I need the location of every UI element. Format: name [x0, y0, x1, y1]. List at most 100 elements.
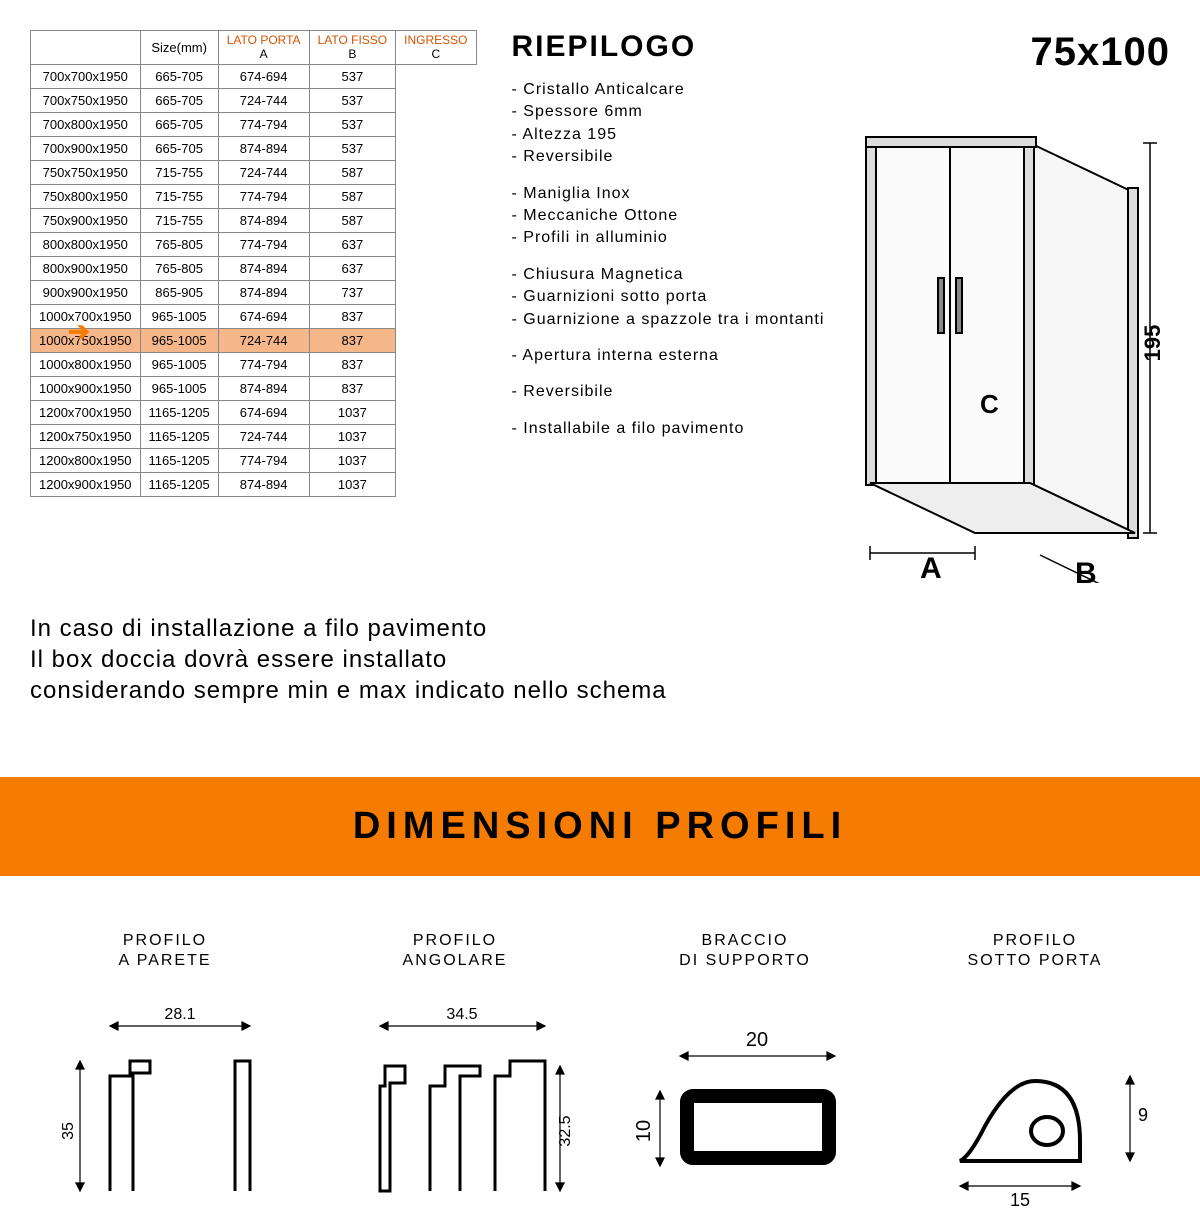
table-cell: 674-694 [218, 65, 309, 89]
hdr-porta: LATO PORTA A [218, 31, 309, 65]
table-cell: 837 [309, 377, 396, 401]
height-label: 195 [1140, 325, 1160, 362]
profile-a-parete: PROFILO A PARETE 28.1 35 [30, 931, 300, 1211]
table-cell: 965-1005 [140, 377, 218, 401]
summary-panel: RIEPILOGO - Cristallo Anticalcare- Spess… [502, 30, 836, 588]
table-cell: 1200x700x1950 [31, 401, 141, 425]
table-cell: 724-744 [218, 329, 309, 353]
table-cell: 965-1005 [140, 305, 218, 329]
table-row: 1200x900x19501165-1205874-8941037 [31, 473, 477, 497]
note-line-3: considerando sempre min e max indicato n… [30, 675, 1170, 706]
table-cell: 715-755 [140, 161, 218, 185]
table-cell: 1165-1205 [140, 401, 218, 425]
table-cell: 874-894 [218, 281, 309, 305]
svg-text:35: 35 [60, 1122, 77, 1140]
table-cell: 800x900x1950 [31, 257, 141, 281]
table-cell: 724-744 [218, 89, 309, 113]
table-cell: 874-894 [218, 257, 309, 281]
note-line-1: In caso di installazione a filo paviment… [30, 613, 1170, 644]
table-cell: 750x800x1950 [31, 185, 141, 209]
table-cell: 715-755 [140, 185, 218, 209]
table-cell: 1000x800x1950 [31, 353, 141, 377]
profiles-banner: DIMENSIONI PROFILI [0, 777, 1200, 876]
table-cell: 774-794 [218, 353, 309, 377]
hdr-size: Size(mm) [140, 31, 218, 65]
table-cell: 1200x900x1950 [31, 473, 141, 497]
table-cell: 1165-1205 [140, 473, 218, 497]
table-cell: 774-794 [218, 113, 309, 137]
profile-braccio: BRACCIO DI SUPPORTO 20 10 [610, 931, 880, 1211]
table-cell: 700x750x1950 [31, 89, 141, 113]
table-cell: 1165-1205 [140, 425, 218, 449]
summary-title: RIEPILOGO [512, 30, 836, 64]
table-row: 900x900x1950865-905874-894737 [31, 281, 477, 305]
table-cell: 874-894 [218, 209, 309, 233]
table-cell: 674-694 [218, 305, 309, 329]
table-cell: 637 [309, 257, 396, 281]
hdr-ingresso: INGRESSO C [396, 31, 476, 65]
label-a: A [920, 552, 942, 583]
table-cell: 587 [309, 161, 396, 185]
profile-sotto-porta: PROFILO SOTTO PORTA 9 15 [900, 931, 1170, 1211]
table-cell: 1037 [309, 401, 396, 425]
table-cell: 1165-1205 [140, 449, 218, 473]
install-note: In caso di installazione a filo paviment… [0, 613, 1200, 707]
table-row: 1000x700x1950965-1005674-694837 [31, 305, 477, 329]
svg-text:9: 9 [1138, 1105, 1148, 1125]
table-cell: 665-705 [140, 65, 218, 89]
summary-group: - Cristallo Anticalcare- Spessore 6mm- A… [512, 79, 836, 169]
svg-text:20: 20 [746, 1029, 768, 1051]
table-row: 800x800x1950765-805774-794637 [31, 233, 477, 257]
table-cell: 1000x900x1950 [31, 377, 141, 401]
table-row: 1200x700x19501165-1205674-6941037 [31, 401, 477, 425]
table-row: 750x900x1950715-755874-894587 [31, 209, 477, 233]
table-cell: 1200x800x1950 [31, 449, 141, 473]
table-cell: 765-805 [140, 233, 218, 257]
table-row: 750x800x1950715-755774-794587 [31, 185, 477, 209]
table-cell: 737 [309, 281, 396, 305]
table-cell: 874-894 [218, 473, 309, 497]
table-cell: 874-894 [218, 377, 309, 401]
table-cell: 587 [309, 209, 396, 233]
table-cell: 665-705 [140, 113, 218, 137]
table-cell: 700x700x1950 [31, 65, 141, 89]
svg-text:10: 10 [633, 1119, 655, 1141]
table-body: 700x700x1950665-705674-694537700x750x195… [31, 65, 477, 497]
arrow-icon: ➔ [68, 316, 90, 347]
table-row: 1000x900x1950965-1005874-894837 [31, 377, 477, 401]
table-left-pad [31, 31, 141, 65]
table-row: 700x750x1950665-705724-744537 [31, 89, 477, 113]
note-line-2: Il box doccia dovrà essere installato [30, 644, 1170, 675]
table-cell: 874-894 [218, 137, 309, 161]
diagram-panel: 75x100 [860, 30, 1170, 588]
table-cell: 537 [309, 89, 396, 113]
summary-group: - Installabile a filo pavimento [512, 418, 836, 440]
table-cell: 1037 [309, 449, 396, 473]
table-row: 800x900x1950765-805874-894637 [31, 257, 477, 281]
table-cell: 587 [309, 185, 396, 209]
table-cell: 900x900x1950 [31, 281, 141, 305]
model-label: 75x100 [860, 30, 1170, 75]
table-cell: 674-694 [218, 401, 309, 425]
table-cell: 800x800x1950 [31, 233, 141, 257]
table-cell: 700x900x1950 [31, 137, 141, 161]
summary-group: - Maniglia Inox- Meccaniche Ottone- Prof… [512, 183, 836, 250]
table-cell: 715-755 [140, 209, 218, 233]
svg-text:28.1: 28.1 [164, 1006, 195, 1023]
table-cell: 537 [309, 113, 396, 137]
table-cell: 665-705 [140, 89, 218, 113]
label-c: C [980, 389, 999, 419]
table-cell: 1037 [309, 425, 396, 449]
table-cell: 765-805 [140, 257, 218, 281]
summary-group: - Apertura interna esterna [512, 345, 836, 367]
table-cell: 1200x750x1950 [31, 425, 141, 449]
table-row: 1000x750x1950965-1005724-744837 [31, 329, 477, 353]
table-row: 700x700x1950665-705674-694537 [31, 65, 477, 89]
svg-text:34.5: 34.5 [446, 1006, 477, 1023]
table-cell: 965-1005 [140, 329, 218, 353]
shower-diagram: 195 A B C [860, 83, 1160, 583]
table-row: 1200x750x19501165-1205724-7441037 [31, 425, 477, 449]
summary-group: - Reversibile [512, 381, 836, 403]
hdr-fisso: LATO FISSO B [309, 31, 396, 65]
table-cell: 537 [309, 137, 396, 161]
